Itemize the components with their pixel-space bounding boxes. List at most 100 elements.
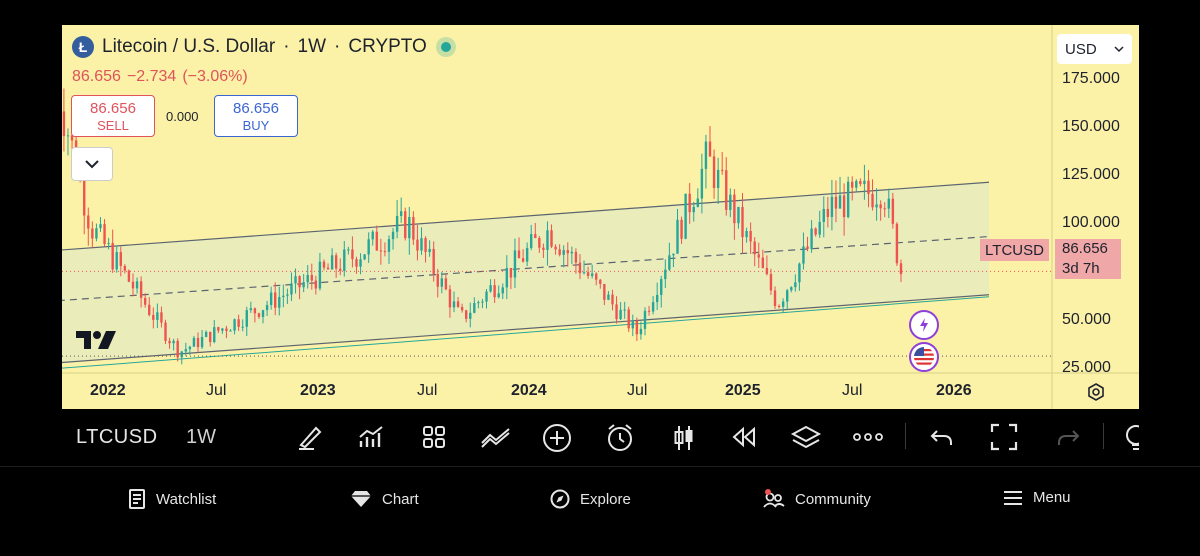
spread-value: 0.000 xyxy=(166,109,199,124)
collapse-legend-button[interactable] xyxy=(71,147,113,181)
candle-body xyxy=(152,314,155,320)
candle-body xyxy=(274,292,277,308)
undo-icon[interactable] xyxy=(929,423,955,449)
candle-body xyxy=(322,261,326,268)
candle-body xyxy=(188,346,192,350)
candle-body xyxy=(505,267,509,288)
templates-icon[interactable] xyxy=(420,423,448,451)
sell-label: SELL xyxy=(97,118,129,133)
toolbar-interval[interactable]: 1W xyxy=(186,426,216,448)
candle-body xyxy=(534,234,537,239)
nav-community[interactable]: Community xyxy=(763,489,871,509)
candle-body xyxy=(485,291,488,302)
candle-body xyxy=(225,328,228,331)
candle-body xyxy=(107,243,110,245)
candle-body xyxy=(473,303,476,313)
layers-icon[interactable] xyxy=(790,423,822,453)
time-axis-label: 2023 xyxy=(300,382,336,399)
nav-menu[interactable]: Menu xyxy=(1003,489,1071,506)
add-icon[interactable] xyxy=(542,423,572,453)
candle-body xyxy=(875,204,878,208)
event-flash-icon[interactable] xyxy=(909,310,939,340)
candle-body xyxy=(448,289,452,308)
price-axis-label: 125.000 xyxy=(1062,166,1120,183)
candle-body xyxy=(822,208,825,222)
candle-body xyxy=(70,135,74,141)
nav-watchlist[interactable]: Watchlist xyxy=(128,489,216,509)
candle-body xyxy=(668,255,671,270)
candle-body xyxy=(672,253,675,256)
candle-body xyxy=(375,231,378,251)
candle-body xyxy=(879,204,882,209)
chart-type-icon[interactable] xyxy=(672,423,696,453)
candle-body xyxy=(294,276,297,284)
candle-body xyxy=(810,228,813,249)
chart-panel[interactable]: Ł Litecoin / U.S. Dollar · 1W · CRYPTO 8… xyxy=(62,25,1139,409)
draw-icon[interactable] xyxy=(296,423,324,451)
nav-chart[interactable]: Chart xyxy=(350,489,419,509)
candle-body xyxy=(160,312,163,323)
compare-icon[interactable] xyxy=(480,423,512,451)
candle-body xyxy=(432,248,435,274)
fullscreen-icon[interactable] xyxy=(990,423,1018,451)
sell-price: 86.656 xyxy=(90,100,136,117)
candle-body xyxy=(582,272,586,274)
candle-body xyxy=(607,294,610,300)
chevron-down-icon xyxy=(85,160,99,169)
alert-icon[interactable] xyxy=(605,423,635,453)
candle-body xyxy=(716,169,720,189)
symbol-name[interactable]: Litecoin / U.S. Dollar xyxy=(102,36,276,57)
candle-body xyxy=(355,259,358,267)
candle-body xyxy=(192,337,196,347)
candle-body xyxy=(269,292,273,306)
candle-body xyxy=(387,239,391,252)
candle-body xyxy=(790,287,793,291)
bulb-icon[interactable] xyxy=(1124,423,1139,453)
candle-body xyxy=(891,198,895,224)
chart-gem-icon xyxy=(351,491,371,507)
nav-label: Watchlist xyxy=(156,490,217,508)
nav-explore[interactable]: Explore xyxy=(550,489,631,509)
candle-body xyxy=(599,279,602,284)
candle-body xyxy=(826,208,830,217)
indicators-icon[interactable] xyxy=(357,423,385,451)
time-axis-label: 2022 xyxy=(90,382,126,399)
candle-body xyxy=(95,228,98,239)
candle-body xyxy=(143,297,147,305)
candle-body xyxy=(221,328,224,331)
candle-body xyxy=(538,238,541,248)
menu-icon xyxy=(1004,490,1022,505)
candle-body xyxy=(680,219,683,239)
redo-icon xyxy=(1058,430,1080,445)
candle-body xyxy=(574,251,578,263)
price-chart[interactable] xyxy=(62,25,1139,409)
candle-body xyxy=(261,310,265,317)
candle-body xyxy=(517,250,521,259)
interval-label[interactable]: 1W xyxy=(297,36,327,57)
candle-body xyxy=(595,273,598,280)
time-axis-label: 2025 xyxy=(725,382,761,399)
candle-body xyxy=(578,262,582,274)
sell-button[interactable]: 86.656 SELL xyxy=(71,95,155,137)
settings-hexagon-icon[interactable] xyxy=(1086,382,1106,407)
toolbar-symbol[interactable]: LTCUSD xyxy=(76,426,158,448)
exchange-label: CRYPTO xyxy=(348,36,427,57)
candle-body xyxy=(562,250,565,255)
buy-button[interactable]: 86.656 BUY xyxy=(214,95,298,137)
nav-label: Community xyxy=(795,490,871,508)
candle-body xyxy=(391,231,395,240)
candle-body xyxy=(241,326,244,328)
currency-select[interactable]: USD xyxy=(1057,34,1132,64)
us-flag-event-icon[interactable] xyxy=(909,342,939,372)
candle-body xyxy=(883,208,886,210)
more-icon[interactable] xyxy=(853,433,883,441)
candle-body xyxy=(363,254,366,260)
candle-body xyxy=(314,280,318,289)
candle-body xyxy=(253,308,257,314)
toolbar-divider xyxy=(1103,423,1104,449)
candle-body xyxy=(111,243,114,270)
candle-body xyxy=(265,305,269,311)
replay-icon[interactable] xyxy=(730,423,758,451)
currency-value: USD xyxy=(1065,40,1097,58)
support-line xyxy=(62,296,990,369)
